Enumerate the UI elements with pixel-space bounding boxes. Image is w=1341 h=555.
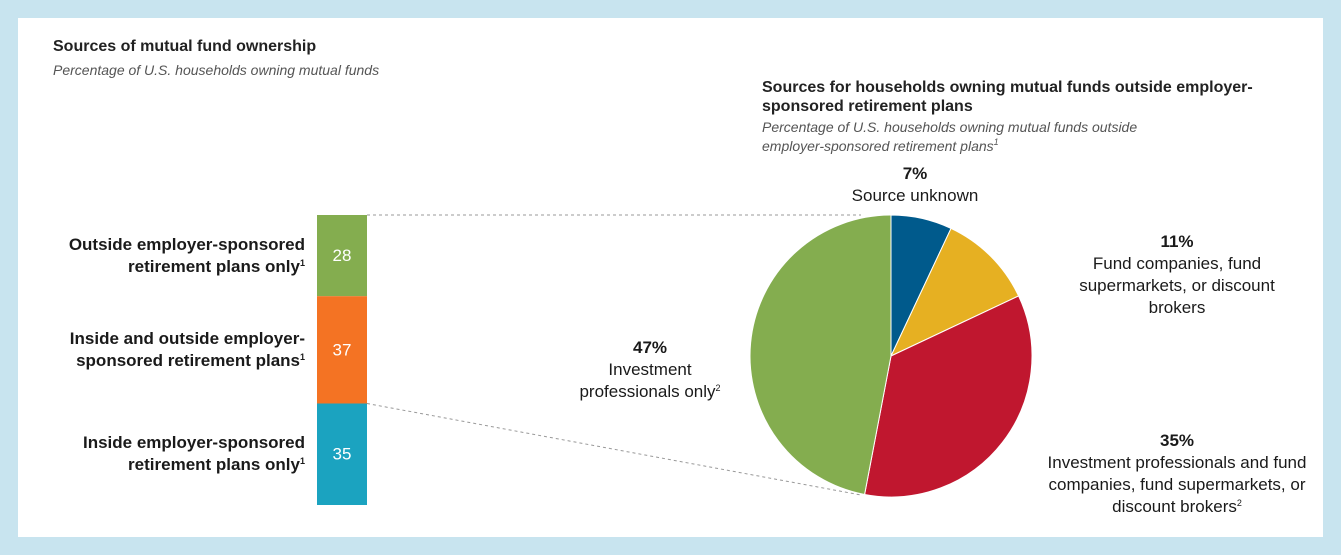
category-text: Investment professionals only — [579, 360, 716, 401]
category-text: Inside and outside employer-sponsored re… — [69, 328, 305, 370]
bar-segment — [317, 215, 367, 297]
category-label: Outside employer-sponsored retirement pl… — [55, 234, 305, 278]
footnote: 1 — [299, 456, 305, 467]
chart-title: Sources for households owning mutual fun… — [762, 79, 1253, 115]
slice-value-label: 47% — [632, 338, 668, 357]
chart-subtitle: Percentage of U.S. households owning mut… — [762, 118, 1182, 156]
bar-value-label: 28 — [333, 246, 352, 265]
category-text: Investment professionals and fund compan… — [1047, 453, 1307, 516]
slice-value-label: 35% — [1159, 431, 1195, 450]
pie-slice — [889, 227, 1020, 358]
bar-value-label: 37 — [333, 340, 352, 359]
pie-slice — [863, 295, 1033, 498]
category-text: Source unknown — [851, 186, 979, 205]
category-text: Outside employer-sponsored retirement pl… — [68, 234, 305, 276]
category-label: Inside employer-sponsored retirement pla… — [55, 432, 305, 476]
footnote: 1 — [299, 257, 305, 268]
footnote: 2 — [1236, 498, 1242, 508]
slice-value-label: 7% — [902, 164, 928, 183]
slice-label: 11% Fund companies, fund supermarkets, or… — [1062, 231, 1292, 319]
bar-value-label: 35 — [333, 445, 352, 464]
category-label: Inside and outside employer-sponsored re… — [55, 328, 305, 372]
slice-label: 47% Investment professionals only2 — [565, 337, 735, 403]
pie-slice — [749, 214, 892, 496]
footnote: 2 — [715, 383, 721, 393]
panel: 28 37 35 Sources of mutual fund ownership … — [18, 18, 1323, 537]
subtitle-text: Percentage of U.S. households owning mut… — [762, 119, 1138, 154]
bar-segment — [317, 403, 367, 505]
footnote: 1 — [299, 351, 305, 362]
chart: 28 37 35 — [317, 214, 1033, 505]
bar-segment — [317, 296, 367, 404]
footnote: 1 — [993, 137, 999, 147]
chart-title: Sources of mutual fund ownership — [53, 38, 317, 55]
slice-value-label: 11% — [1160, 232, 1194, 251]
slice-label: 35% Investment professionals and fund com… — [1022, 430, 1332, 518]
category-text: Inside employer-sponsored retirement pla… — [83, 433, 305, 475]
chart-subtitle: Percentage of U.S. households owning mut… — [53, 62, 380, 78]
category-text: Fund companies, fund supermarkets, or di… — [1079, 254, 1275, 317]
slice-label: 7% Source unknown — [815, 163, 1015, 207]
